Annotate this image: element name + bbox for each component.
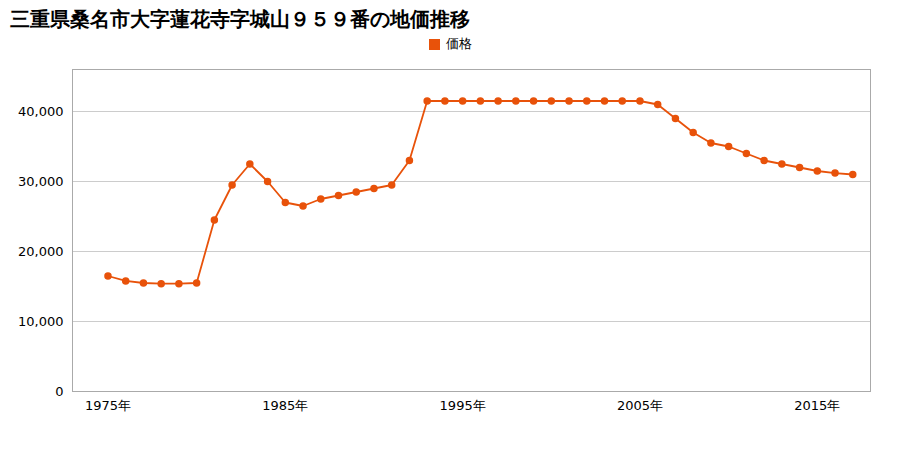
svg-text:1975年: 1975年: [85, 398, 131, 413]
svg-text:2015年: 2015年: [794, 398, 840, 413]
svg-text:40,000: 40,000: [18, 104, 64, 119]
svg-text:10,000: 10,000: [18, 314, 64, 329]
svg-text:30,000: 30,000: [18, 174, 64, 189]
html-text:三重県桑名市大字蓮花寺字城山９５９番の地価推移: 三重県桑名市大字蓮花寺字城山９５９番の地価推移: [10, 7, 470, 31]
svg-text:1995年: 1995年: [440, 398, 486, 413]
svg-text:1985年: 1985年: [262, 398, 308, 413]
html-text:価格: 価格: [445, 36, 472, 51]
svg-text:2005年: 2005年: [617, 398, 663, 413]
svg-text:20,000: 20,000: [18, 244, 64, 259]
svg-text:0: 0: [55, 384, 63, 399]
